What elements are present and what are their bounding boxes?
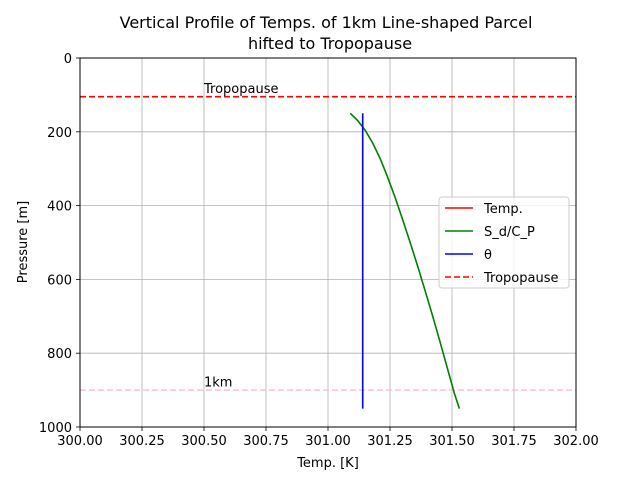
x-tick-label: 300.00	[57, 434, 103, 449]
x-tick-label: 301.50	[429, 434, 475, 449]
series	[80, 95, 576, 409]
y-tick-label: 0	[64, 52, 72, 67]
annotation-label: 1km	[204, 375, 232, 390]
x-tick-label: 301.00	[305, 434, 351, 449]
x-axis-ticks: 300.00 300.25 300.50 300.75 301.00 301.25 301.…	[57, 427, 599, 449]
x-tick-label: 302.00	[553, 434, 599, 449]
x-tick-label: 300.75	[243, 434, 289, 449]
y-tick-label: 800	[47, 347, 72, 362]
y-tick-label: 1000	[39, 421, 72, 436]
x-tick-label: 301.75	[491, 434, 537, 449]
legend-label: Tropopause	[483, 271, 558, 286]
legend-box	[438, 196, 570, 289]
y-tick-label: 400	[47, 200, 72, 215]
legend: Temp. S_d/C_P θ Tropopause	[438, 196, 570, 289]
y-tick-label: 200	[47, 126, 72, 141]
annotation-label: Tropopause	[203, 82, 278, 97]
annotations: Tropopause 1km	[203, 82, 278, 390]
x-tick-label: 301.25	[367, 434, 413, 449]
x-axis-label: Temp. [K]	[296, 456, 359, 471]
legend-label: θ	[484, 248, 492, 263]
x-tick-label: 300.50	[181, 434, 227, 449]
legend-label: Temp.	[483, 202, 523, 217]
chart-title-line2: hifted to Tropopause	[248, 34, 412, 53]
y-axis-label: Pressure [m]	[16, 201, 31, 283]
y-axis-ticks: 0 200 400 600 800 1000	[39, 52, 80, 436]
x-tick-label: 300.25	[119, 434, 165, 449]
chart-title-line1: Vertical Profile of Temps. of 1km Line-s…	[120, 13, 533, 32]
series-line-1	[349, 112, 461, 409]
y-tick-label: 600	[47, 273, 72, 288]
legend-label: S_d/C_P	[484, 225, 535, 240]
